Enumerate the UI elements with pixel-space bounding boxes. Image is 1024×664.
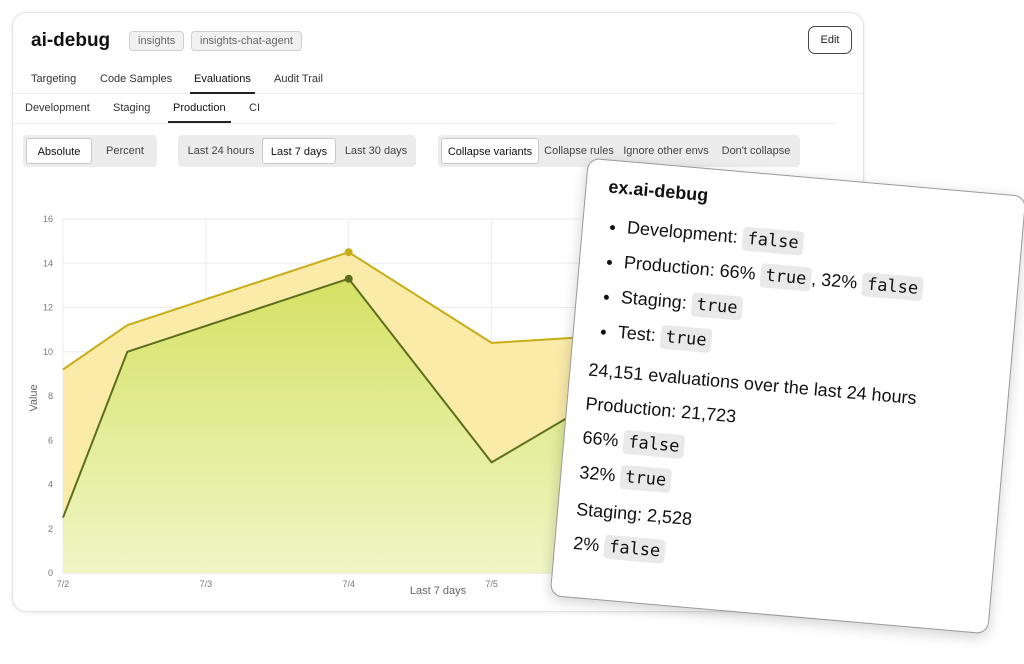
y-tick-label: 16 — [43, 214, 53, 224]
flag-info-popup: ex.ai-debug Development: falseProduction… — [549, 157, 1024, 635]
dont-collapse-option[interactable]: Don't collapse — [721, 145, 791, 157]
tab-audit-trail[interactable]: Audit Trail — [274, 73, 323, 85]
collapse-variants-option[interactable]: Collapse variants — [441, 138, 539, 164]
x-tick-label: 7/4 — [342, 579, 355, 589]
variation-percent: 66% — [581, 427, 625, 451]
subtab-production[interactable]: Production — [168, 102, 231, 123]
variation-value: true — [619, 464, 673, 494]
y-tick-label: 0 — [48, 568, 53, 578]
variation-value: true — [659, 324, 713, 354]
y-tick-label: 6 — [48, 435, 53, 445]
variation-share: 66% — [718, 260, 762, 285]
data-point-marker — [344, 274, 353, 283]
env-value-list: Development: falseProduction: 66% true, … — [591, 211, 1003, 380]
env-tabs: Development Staging Production CI — [13, 99, 835, 124]
variation-value: true — [759, 263, 813, 292]
variation-value: false — [603, 534, 667, 564]
x-axis-label: Last 7 days — [410, 585, 467, 597]
variation-percent: 2% — [572, 532, 606, 556]
x-tick-label: 7/3 — [200, 579, 213, 589]
env-name: Development: — [626, 217, 744, 248]
variation-value: true — [690, 292, 744, 321]
data-point-marker — [344, 248, 353, 257]
y-tick-label: 12 — [43, 303, 53, 313]
chart-markers — [344, 248, 353, 283]
last-24-hours-option[interactable]: Last 24 hours — [187, 145, 255, 157]
env-name: Test: — [617, 321, 662, 346]
y-tick-label: 4 — [48, 480, 53, 490]
variation-value: false — [741, 226, 805, 256]
env-name: Staging: — [620, 287, 693, 314]
variation-share: , 32% — [810, 268, 864, 293]
collapse-rules-option[interactable]: Collapse rules — [544, 145, 614, 157]
y-tick-label: 10 — [43, 347, 53, 357]
percent-option[interactable]: Percent — [106, 145, 144, 157]
subtab-development[interactable]: Development — [25, 102, 90, 114]
last-7-days-option[interactable]: Last 7 days — [262, 138, 336, 164]
tab-targeting[interactable]: Targeting — [31, 73, 77, 85]
edit-button[interactable]: Edit — [808, 26, 852, 54]
variation-value: false — [622, 429, 686, 460]
tab-code-samples[interactable]: Code Samples — [100, 73, 173, 85]
tag-insights-chat-agent[interactable]: insights-chat-agent — [191, 31, 302, 51]
y-tick-label: 8 — [48, 391, 53, 401]
y-tick-labels: 0 2 4 6 8 10 12 14 16 — [43, 214, 53, 578]
y-tick-label: 14 — [43, 258, 53, 268]
subtab-staging[interactable]: Staging — [113, 102, 151, 114]
last-30-days-option[interactable]: Last 30 days — [344, 145, 408, 157]
tab-evaluations[interactable]: Evaluations — [190, 73, 255, 94]
range-toggle: Last 24 hours Last 7 days Last 30 days — [178, 135, 416, 167]
tag-insights[interactable]: insights — [129, 31, 185, 51]
ignore-other-envs-option[interactable]: Ignore other envs — [623, 145, 709, 157]
main-tabs: Targeting Code Samples Evaluations Audit… — [13, 69, 863, 94]
y-axis-label: Value — [28, 384, 40, 411]
x-tick-label: 7/2 — [57, 579, 70, 589]
subtab-ci[interactable]: CI — [249, 102, 260, 114]
mode-toggle: Absolute Percent — [23, 135, 157, 167]
x-tick-label: 7/5 — [485, 579, 498, 589]
absolute-option[interactable]: Absolute — [26, 138, 92, 164]
flag-title: ai-debug — [31, 30, 111, 51]
y-tick-label: 2 — [48, 524, 53, 534]
variation-percent: 32% — [578, 462, 622, 486]
variation-value: false — [861, 272, 925, 302]
env-name: Production: — [623, 252, 721, 281]
